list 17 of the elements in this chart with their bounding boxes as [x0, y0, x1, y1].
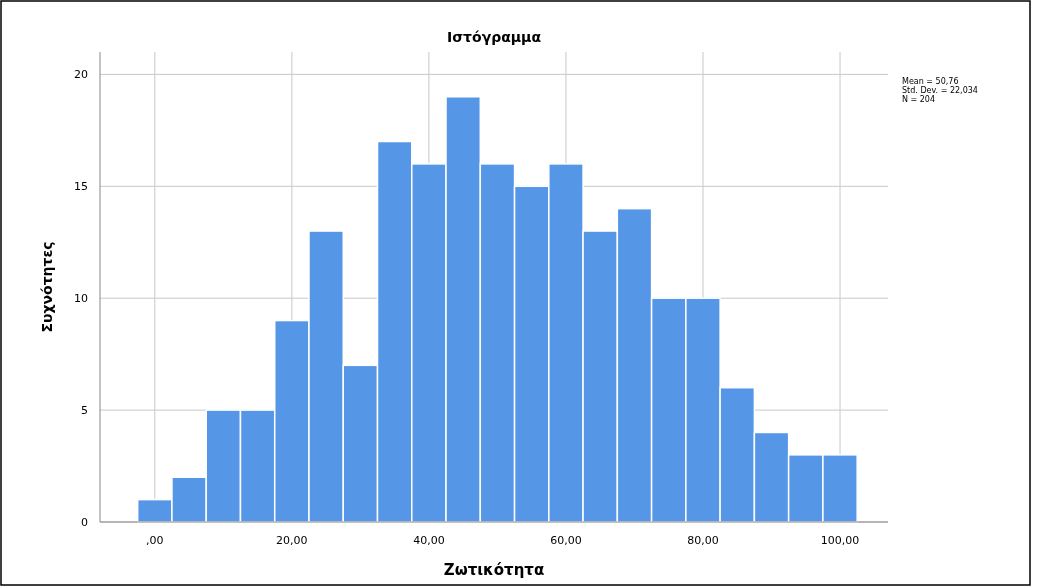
x-tick-label: ,00 [146, 534, 164, 547]
text: Mean = 50,76 [902, 77, 959, 86]
x-tick-label: 60,00 [550, 534, 582, 547]
x-tick-label: 100,00 [820, 534, 860, 547]
x-tick-label: 20,00 [276, 534, 308, 547]
y-axis-title: Συχνότητες [39, 241, 55, 333]
text: Std. Dev. = 22,034 [902, 86, 978, 95]
x-axis-title: Ζωτικότητα [443, 561, 545, 579]
x-tick-label: 80,00 [687, 534, 719, 547]
y-tick-label: 15 [74, 180, 88, 194]
y-tick-label: 10 [74, 292, 88, 306]
y-tick-label: 0 [81, 515, 88, 529]
x-tick-label: 40,00 [413, 534, 445, 547]
text: N = 204 [902, 95, 936, 104]
chart-title: Ιστόγραμμα [446, 29, 542, 45]
y-tick-label: 5 [81, 403, 88, 417]
y-tick-label: 20 [74, 68, 88, 82]
